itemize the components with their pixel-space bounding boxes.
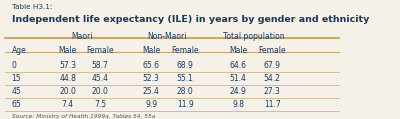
Text: Non-Maori: Non-Maori <box>147 32 186 41</box>
Text: Male: Male <box>229 46 247 55</box>
Text: 28.0: 28.0 <box>177 87 194 96</box>
Text: Independent life expectancy (ILE) in years by gender and ethnicity: Independent life expectancy (ILE) in yea… <box>12 15 369 24</box>
Text: Male: Male <box>142 46 160 55</box>
Text: 52.3: 52.3 <box>143 74 160 83</box>
Text: 11.9: 11.9 <box>177 100 194 109</box>
Text: Age: Age <box>12 46 26 55</box>
Text: 45.4: 45.4 <box>92 74 109 83</box>
Text: 65: 65 <box>12 100 21 109</box>
Text: 68.9: 68.9 <box>177 61 194 70</box>
Text: 20.0: 20.0 <box>59 87 76 96</box>
Text: Male: Male <box>59 46 77 55</box>
Text: 11.7: 11.7 <box>264 100 280 109</box>
Text: Female: Female <box>172 46 199 55</box>
Text: Female: Female <box>258 46 286 55</box>
Text: 57.3: 57.3 <box>59 61 76 70</box>
Text: 67.9: 67.9 <box>264 61 281 70</box>
Text: 64.6: 64.6 <box>230 61 246 70</box>
Text: Total population: Total population <box>222 32 284 41</box>
Text: 20.0: 20.0 <box>92 87 108 96</box>
Text: 65.6: 65.6 <box>143 61 160 70</box>
Text: 15: 15 <box>12 74 21 83</box>
Text: 45: 45 <box>12 87 21 96</box>
Text: 58.7: 58.7 <box>92 61 108 70</box>
Text: 7.5: 7.5 <box>94 100 106 109</box>
Text: 44.8: 44.8 <box>59 74 76 83</box>
Text: 27.3: 27.3 <box>264 87 280 96</box>
Text: Table H3.1:: Table H3.1: <box>12 5 52 10</box>
Text: 9.8: 9.8 <box>232 100 244 109</box>
Text: Source: Ministry of Health 1999a, Tables 54, 55a: Source: Ministry of Health 1999a, Tables… <box>12 114 155 119</box>
Text: 54.2: 54.2 <box>264 74 280 83</box>
Text: 51.4: 51.4 <box>230 74 246 83</box>
Text: 9.9: 9.9 <box>145 100 157 109</box>
Text: Maori: Maori <box>72 32 93 41</box>
Text: Female: Female <box>86 46 114 55</box>
Text: 25.4: 25.4 <box>143 87 160 96</box>
Text: 7.4: 7.4 <box>62 100 74 109</box>
Text: 0: 0 <box>12 61 16 70</box>
Text: 24.9: 24.9 <box>230 87 246 96</box>
Text: 55.1: 55.1 <box>177 74 194 83</box>
